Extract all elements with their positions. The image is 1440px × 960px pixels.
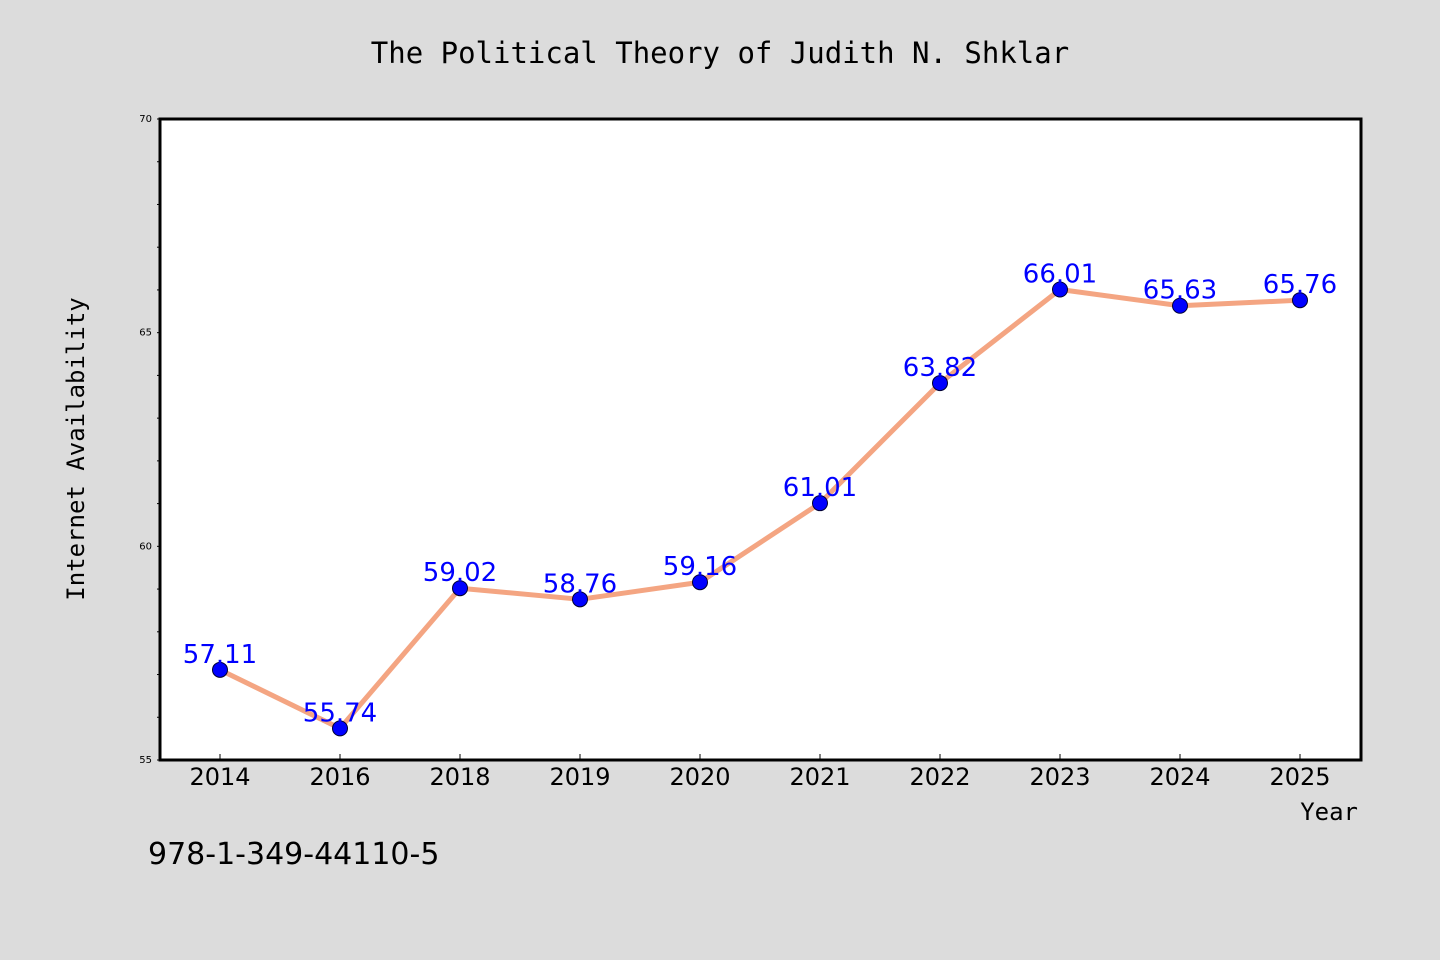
data-value-label: 65.76 [1263, 270, 1337, 300]
data-value-label: 63.82 [903, 353, 977, 383]
y-tick-label: 60 [139, 541, 152, 552]
chart-title: The Political Theory of Judith N. Shklar [371, 36, 1069, 70]
data-point [812, 495, 828, 512]
plot-area [158, 117, 1363, 762]
data-value-label: 65.63 [1143, 276, 1217, 306]
isbn-footer: 978-1-349-44110-5 [148, 837, 439, 872]
data-value-label: 66.01 [1023, 260, 1097, 290]
data-value-label: 57.11 [183, 640, 257, 670]
data-value-label: 59.02 [423, 558, 497, 588]
y-axis: 55 60 65 70 [139, 114, 160, 766]
data-value-label: 61.01 [783, 473, 857, 503]
series-polyline [217, 287, 1303, 731]
data-value-label: 59.16 [663, 552, 737, 582]
data-point [332, 720, 348, 737]
y-tick-label: 55 [139, 755, 152, 766]
x-tick-label: 2018 [429, 763, 490, 791]
x-tick-label: 2016 [309, 763, 370, 791]
data-point [932, 375, 948, 392]
x-axis: 2014 2016 2018 2019 2020 2021 2022 2023 2024 2025 [189, 754, 1331, 791]
data-point [1172, 297, 1188, 314]
y-tick-label: 70 [139, 114, 152, 125]
x-tick-label: 2021 [789, 763, 850, 791]
y-axis-label: Internet Availability [62, 297, 90, 600]
data-point [212, 661, 228, 678]
x-tick-label: 2020 [669, 763, 730, 791]
x-axis-label: Year [1300, 798, 1358, 826]
x-tick-label: 2025 [1269, 763, 1330, 791]
x-tick-label: 2014 [189, 763, 250, 791]
x-tick-label: 2019 [549, 763, 610, 791]
data-point [692, 574, 708, 591]
data-point [572, 591, 588, 608]
series-line: 57.11 55.74 59.02 58.76 59.16 61.01 63.82 66.01… [183, 260, 1337, 737]
data-point [452, 580, 468, 597]
data-point [1292, 292, 1308, 309]
data-value-label: 55.74 [303, 698, 377, 728]
y-tick-label: 65 [139, 328, 152, 339]
x-tick-label: 2023 [1029, 763, 1090, 791]
x-tick-label: 2022 [909, 763, 970, 791]
data-point [1052, 281, 1068, 298]
data-value-label: 58.76 [543, 569, 617, 599]
x-tick-label: 2024 [1149, 763, 1210, 791]
